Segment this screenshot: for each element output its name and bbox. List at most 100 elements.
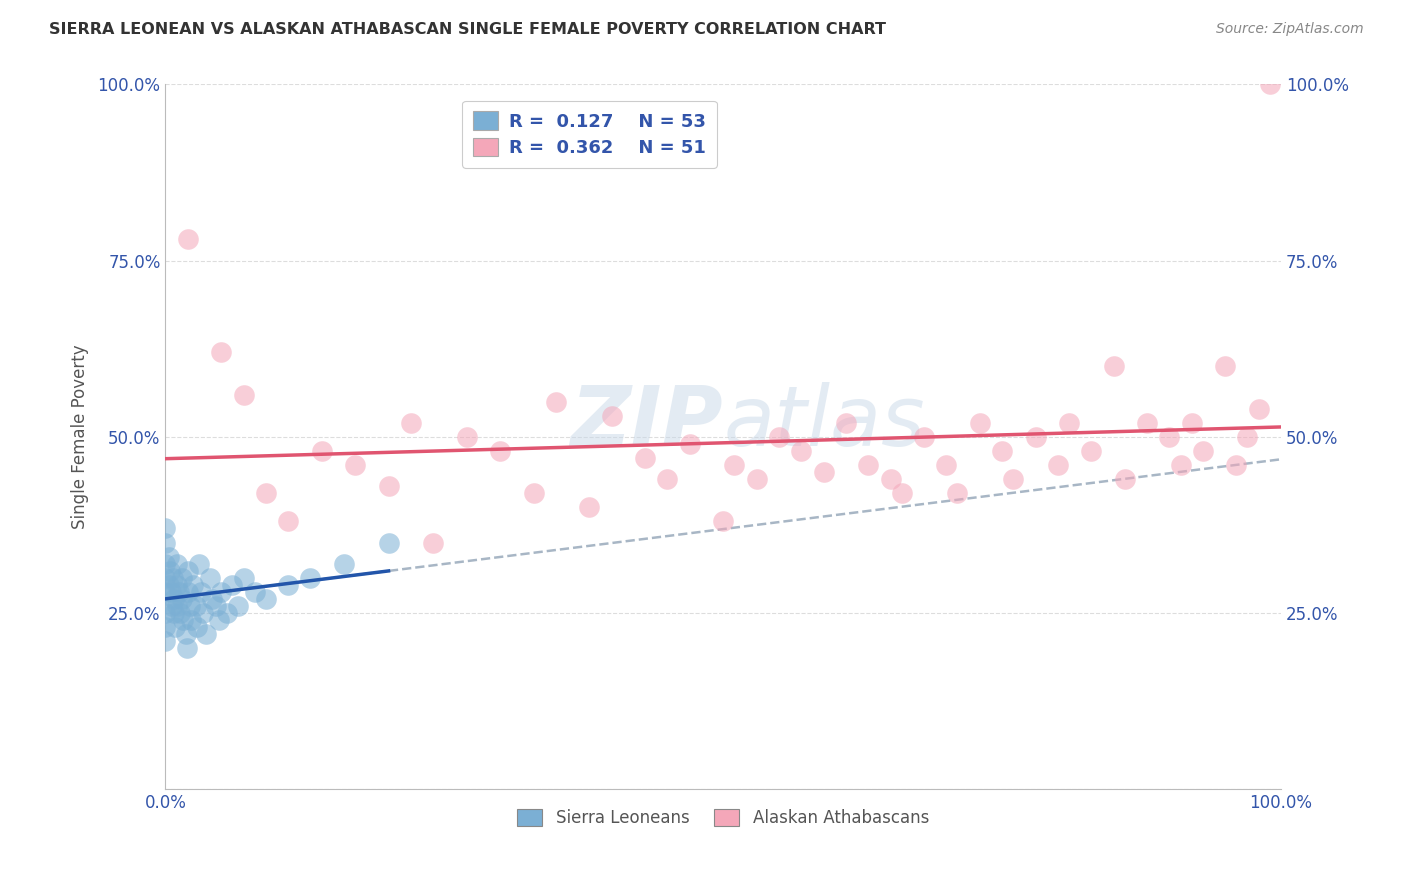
Point: [544, 394, 567, 409]
Point: [163, 606, 186, 620]
Point: [163, 591, 186, 606]
Point: [166, 578, 188, 592]
Point: [155, 606, 177, 620]
Point: [166, 557, 188, 571]
Point: [176, 641, 198, 656]
Point: [254, 486, 277, 500]
Point: [180, 613, 202, 627]
Point: [232, 571, 254, 585]
Point: [768, 430, 790, 444]
Y-axis label: Single Female Poverty: Single Female Poverty: [72, 344, 89, 529]
Point: [1046, 458, 1069, 472]
Point: [179, 599, 201, 613]
Point: [209, 345, 232, 359]
Point: [835, 416, 858, 430]
Point: [679, 437, 702, 451]
Legend: Sierra Leoneans, Alaskan Athabascans: Sierra Leoneans, Alaskan Athabascans: [510, 802, 936, 834]
Point: [1236, 430, 1258, 444]
Point: [155, 535, 177, 549]
Point: [177, 585, 200, 599]
Point: [172, 571, 194, 585]
Point: [634, 450, 657, 465]
Point: [187, 557, 209, 571]
Point: [1247, 401, 1270, 416]
Point: [155, 585, 177, 599]
Point: [1181, 416, 1204, 430]
Point: [208, 613, 231, 627]
Point: [174, 627, 197, 641]
Point: [157, 549, 180, 564]
Point: [215, 606, 238, 620]
Point: [858, 458, 880, 472]
Point: [333, 557, 356, 571]
Point: [1213, 359, 1236, 374]
Point: [600, 409, 623, 423]
Point: [1002, 472, 1025, 486]
Point: [277, 515, 299, 529]
Point: [311, 444, 333, 458]
Point: [879, 472, 901, 486]
Point: [745, 472, 768, 486]
Point: [157, 578, 180, 592]
Point: [177, 564, 200, 578]
Text: ZIP: ZIP: [571, 383, 723, 463]
Point: [155, 634, 177, 648]
Point: [277, 578, 299, 592]
Point: [1258, 78, 1281, 92]
Point: [204, 599, 226, 613]
Point: [160, 585, 183, 599]
Point: [344, 458, 367, 472]
Point: [155, 557, 177, 571]
Point: [194, 627, 217, 641]
Point: [935, 458, 957, 472]
Point: [155, 521, 177, 535]
Point: [232, 387, 254, 401]
Point: [522, 486, 544, 500]
Point: [254, 591, 277, 606]
Point: [657, 472, 679, 486]
Point: [160, 599, 183, 613]
Point: [190, 585, 212, 599]
Point: [912, 430, 935, 444]
Point: [399, 416, 422, 430]
Point: [226, 599, 249, 613]
Point: [1159, 430, 1181, 444]
Point: [456, 430, 478, 444]
Point: [1102, 359, 1125, 374]
Point: [1136, 416, 1159, 430]
Point: [377, 479, 399, 493]
Point: [184, 599, 207, 613]
Point: [221, 578, 243, 592]
Point: [162, 571, 184, 585]
Point: [422, 535, 444, 549]
Point: [155, 620, 177, 634]
Point: [201, 591, 224, 606]
Point: [159, 564, 181, 578]
Text: atlas: atlas: [723, 383, 925, 463]
Point: [377, 535, 399, 549]
Point: [155, 571, 177, 585]
Point: [172, 613, 194, 627]
Point: [167, 585, 190, 599]
Point: [165, 620, 187, 634]
Point: [1192, 444, 1215, 458]
Point: [1057, 416, 1080, 430]
Point: [1114, 472, 1136, 486]
Point: [711, 515, 734, 529]
Point: [991, 444, 1014, 458]
Point: [723, 458, 745, 472]
Point: [489, 444, 512, 458]
Point: [890, 486, 912, 500]
Text: SIERRA LEONEAN VS ALASKAN ATHABASCAN SINGLE FEMALE POVERTY CORRELATION CHART: SIERRA LEONEAN VS ALASKAN ATHABASCAN SIN…: [49, 22, 886, 37]
Point: [813, 465, 835, 479]
Point: [790, 444, 813, 458]
Point: [1025, 430, 1047, 444]
Point: [243, 585, 266, 599]
Point: [578, 500, 600, 515]
Text: Source: ZipAtlas.com: Source: ZipAtlas.com: [1216, 22, 1364, 37]
Point: [209, 585, 232, 599]
Point: [969, 416, 991, 430]
Point: [166, 599, 188, 613]
Point: [177, 232, 200, 246]
Point: [1170, 458, 1192, 472]
